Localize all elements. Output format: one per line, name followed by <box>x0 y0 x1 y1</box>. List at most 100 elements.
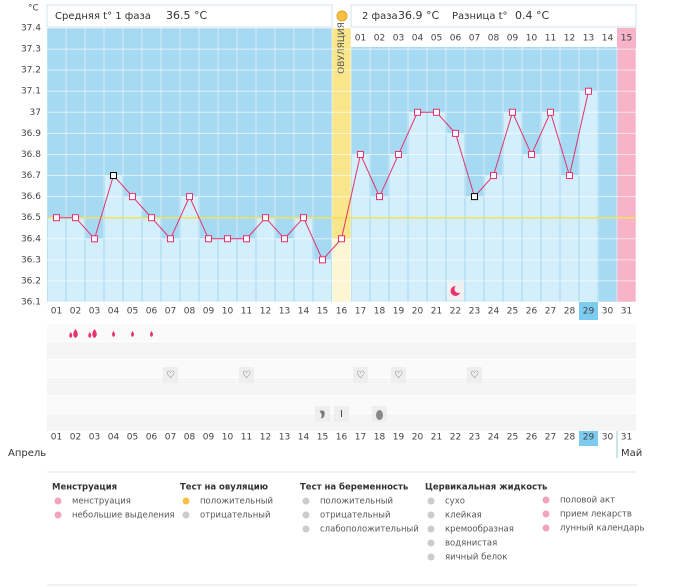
legend-icon <box>427 553 435 561</box>
legend-item: положительный <box>320 497 393 507</box>
legend-icon <box>542 510 550 518</box>
legend-icon <box>54 497 62 505</box>
temperature-point <box>243 235 250 243</box>
temperature-bar <box>428 112 445 302</box>
x-tick-label: 17 <box>355 307 366 317</box>
header-box <box>46 4 333 28</box>
x-tick-label: 24 <box>488 433 500 443</box>
y-tick-label: 36.6 <box>21 192 41 202</box>
heart-icon: ♡ <box>394 370 403 381</box>
x-tick-label: 10 <box>222 433 234 443</box>
temperature-point <box>528 150 535 158</box>
phase2-day: 14 <box>602 34 614 44</box>
y-tick-label: 36.1 <box>21 298 41 308</box>
event-row <box>47 360 636 377</box>
x-tick-label: 20 <box>412 433 424 443</box>
x-tick-label: 14 <box>298 433 310 443</box>
phase2-day: 08 <box>488 34 500 44</box>
x-tick-label: 16 <box>336 307 348 317</box>
x-tick-label: 22 <box>450 433 461 443</box>
event-bg <box>334 406 349 422</box>
spotting-icon <box>112 331 115 337</box>
x-tick-label: 21 <box>431 307 442 317</box>
temperature-bar <box>409 112 426 302</box>
legend-item: слабоположительный <box>320 525 419 535</box>
heart-icon: ♡ <box>242 370 251 381</box>
temperature-bar <box>124 196 141 302</box>
temperature-bar <box>466 196 483 302</box>
phase2-label: 2 фаза <box>362 11 398 22</box>
temperature-bar <box>352 154 369 302</box>
x-tick-label: 27 <box>545 433 556 443</box>
legend-item: менструация <box>72 497 131 507</box>
phase2-day-bg <box>617 28 636 47</box>
x-tick-label: 06 <box>146 307 158 317</box>
x-tick-label: 17 <box>355 433 366 443</box>
x-tick-label: 22 <box>450 307 461 317</box>
x-tick-label: 27 <box>545 307 556 317</box>
y-tick-label: 36.7 <box>21 171 41 181</box>
x-tick-label: 29 <box>583 307 595 317</box>
x-tick-label: 18 <box>374 433 386 443</box>
legend-icon <box>182 511 190 519</box>
x-tick-label: 04 <box>108 307 120 317</box>
x-tick-label: 08 <box>184 433 196 443</box>
temperature-bar <box>200 238 217 302</box>
temperature-point <box>72 214 79 222</box>
y-tick-label: 36.9 <box>21 129 41 139</box>
x-tick-label: 16 <box>336 433 348 443</box>
x-tick-label: 09 <box>203 307 215 317</box>
x-tick-label: 18 <box>374 307 386 317</box>
ovulation-column-low <box>332 238 351 302</box>
temperature-point <box>148 214 155 222</box>
menstruation-icon <box>73 329 78 338</box>
legend-item: отрицательный <box>320 511 390 521</box>
legend-title: Цервикальная жидкость <box>425 483 547 493</box>
x-tick-label: 06 <box>146 433 158 443</box>
header-box <box>350 4 637 28</box>
phase2-day: 13 <box>583 34 594 44</box>
event-bg <box>467 367 482 383</box>
x-tick-label: 02 <box>70 307 81 317</box>
phase2-day: 02 <box>374 34 385 44</box>
heart-icon: ♡ <box>470 370 479 381</box>
legend-item: кремообразная <box>445 525 514 535</box>
legend-item: водянистая <box>445 539 497 549</box>
x-tick-label: 11 <box>241 433 252 443</box>
phase2-day: 10 <box>526 34 538 44</box>
temperature-point <box>414 108 421 116</box>
temperature-point <box>53 214 60 222</box>
menstruation-icon <box>92 329 97 338</box>
legend-icon <box>182 497 190 505</box>
today-bg <box>579 302 598 320</box>
temperature-bar <box>390 154 407 302</box>
y-tick-label: 37.3 <box>21 45 41 55</box>
legend-icon <box>427 497 435 505</box>
temperature-point <box>262 214 269 222</box>
x-tick-label: 31 <box>621 433 632 443</box>
month-label: Апрель <box>8 448 46 459</box>
temperature-bar <box>523 154 540 302</box>
x-tick-label: 14 <box>298 307 310 317</box>
x-tick-label: 30 <box>602 433 614 443</box>
event-row <box>47 414 636 431</box>
x-tick-label: 26 <box>526 433 538 443</box>
y-tick-label: 37.1 <box>21 87 41 97</box>
y-tick-label: 37.2 <box>21 66 41 76</box>
temperature-bar <box>276 238 293 302</box>
temperature-point <box>509 108 516 116</box>
temperature-bar <box>219 238 236 302</box>
temperature-point <box>91 235 98 243</box>
x-tick-label: 09 <box>203 433 215 443</box>
x-tick-label: 01 <box>51 433 62 443</box>
x-tick-label: 05 <box>127 307 138 317</box>
legend-icon <box>302 497 310 505</box>
event-row <box>47 396 636 413</box>
month-label: Май <box>621 448 642 459</box>
temperature-point <box>205 235 212 243</box>
top-row-bg <box>351 28 636 47</box>
x-tick-label: 04 <box>108 433 120 443</box>
moon-cut <box>454 285 463 293</box>
phase2-day: 01 <box>355 34 366 44</box>
